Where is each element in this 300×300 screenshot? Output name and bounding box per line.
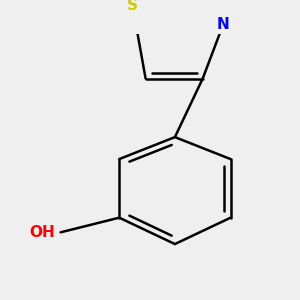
- Text: OH: OH: [29, 225, 55, 240]
- Text: S: S: [127, 0, 138, 13]
- Text: N: N: [217, 17, 230, 32]
